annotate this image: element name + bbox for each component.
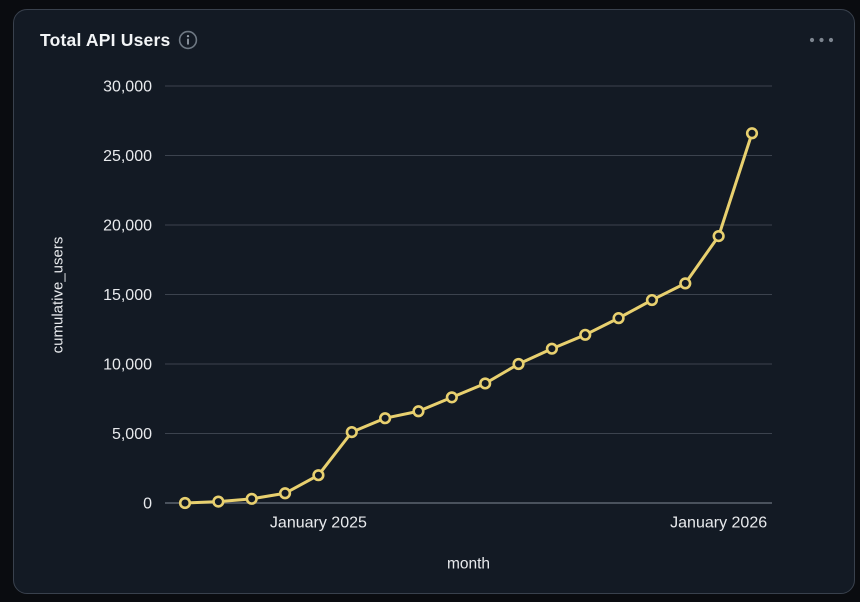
data-point[interactable]: [212, 495, 225, 508]
data-point[interactable]: [545, 342, 558, 355]
chart-title: Total API Users: [40, 30, 171, 50]
data-point[interactable]: [612, 312, 625, 325]
y-tick-label: 20,000: [103, 217, 152, 234]
data-point[interactable]: [245, 492, 258, 505]
data-point[interactable]: [278, 487, 292, 500]
x-tick-label: January 2025: [270, 515, 367, 532]
data-point[interactable]: [412, 405, 425, 418]
y-tick-label: 0: [143, 495, 152, 512]
y-tick-label: 30,000: [103, 78, 152, 95]
data-point[interactable]: [379, 412, 392, 425]
data-point[interactable]: [745, 127, 759, 140]
data-point[interactable]: [345, 426, 358, 439]
y-tick-label: 25,000: [103, 148, 152, 165]
data-point[interactable]: [579, 328, 592, 341]
chart-card: Total API Users 0 5,000 10,000 15,000 20,000…: [13, 9, 855, 594]
more-options-button[interactable]: [807, 33, 836, 47]
line-chart: 0 5,000 10,000 15,000 20,000 25,000 30,000 Janu…: [49, 78, 772, 572]
card-header: Total API Users: [40, 29, 836, 51]
info-icon[interactable]: [178, 30, 198, 50]
data-point[interactable]: [679, 277, 692, 290]
data-point[interactable]: [712, 230, 725, 243]
y-tick-label: 5,000: [112, 426, 152, 443]
series-line: [183, 131, 754, 505]
data-point[interactable]: [312, 469, 325, 482]
data-point[interactable]: [445, 391, 458, 404]
data-point[interactable]: [479, 377, 492, 390]
y-axis-title: cumulative_users: [49, 237, 66, 354]
data-point[interactable]: [512, 357, 525, 371]
x-axis-title: month: [447, 555, 490, 572]
y-tick-label: 10,000: [103, 356, 152, 373]
x-tick-label: January 2026: [670, 515, 767, 532]
y-tick-label: 15,000: [103, 287, 152, 304]
ellipsis-icon: [809, 37, 834, 43]
data-point[interactable]: [645, 293, 659, 307]
data-point[interactable]: [178, 496, 192, 510]
